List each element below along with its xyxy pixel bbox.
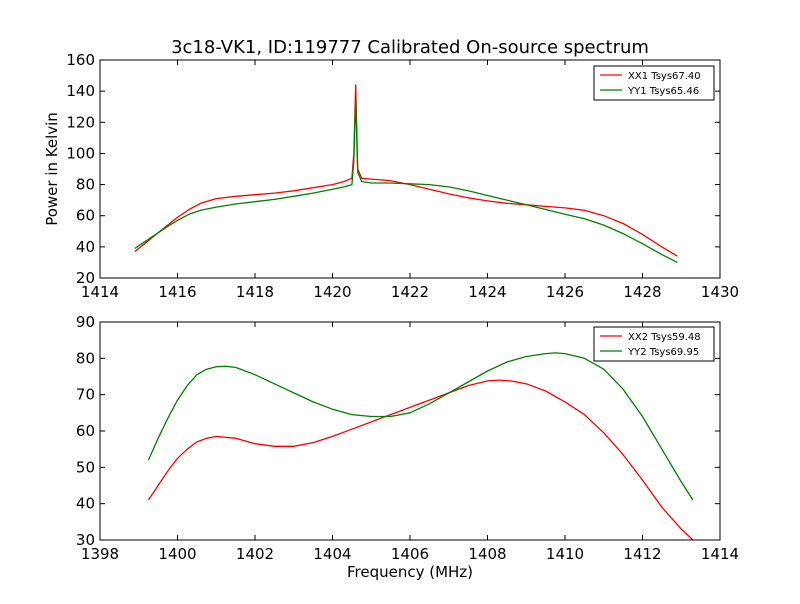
- y-tick-label: 120: [66, 113, 95, 131]
- x-tick-label: 1408: [468, 545, 506, 563]
- x-tick-label: 1424: [468, 283, 506, 301]
- x-tick-label: 1414: [81, 283, 119, 301]
- y-tick-label: 20: [76, 269, 95, 287]
- y-tick-label: 80: [76, 349, 95, 367]
- x-tick-label: 1416: [158, 283, 196, 301]
- series-line-0-0: [134, 84, 678, 257]
- y-tick-label: 80: [76, 176, 95, 194]
- series-line-1-0: [147, 379, 694, 541]
- x-axis-label: Frequency (MHz): [347, 563, 473, 581]
- legend-label: YY2 Tsys69.95: [627, 347, 699, 358]
- y-tick-label: 160: [66, 51, 95, 69]
- y-tick-label: 40: [76, 495, 95, 513]
- y-tick-label: 100: [66, 144, 95, 162]
- x-tick-label: 1420: [313, 283, 351, 301]
- y-tick-label: 50: [76, 458, 95, 476]
- legend-label: YY1 Tsys65.46: [627, 86, 699, 97]
- x-tick-label: 1418: [236, 283, 274, 301]
- x-tick-label: 1414: [701, 545, 739, 563]
- x-tick-label: 1412: [623, 545, 661, 563]
- y-tick-label: 70: [76, 386, 95, 404]
- x-tick-label: 1422: [391, 283, 429, 301]
- x-tick-label: 1426: [546, 283, 584, 301]
- x-tick-label: 1398: [81, 545, 119, 563]
- axes-top: 1414 1416 1418 1420 1422 1424 1426 1428 1430 20 40…: [43, 51, 739, 301]
- y-tick-label: 140: [66, 82, 95, 100]
- y-tick-label: 60: [76, 422, 95, 440]
- x-tick-label: 1406: [391, 545, 429, 563]
- x-tick-label: 1404: [313, 545, 351, 563]
- legend-box: [593, 65, 715, 101]
- chart-title: 3c18-VK1, ID:119777 Calibrated On-source…: [171, 37, 649, 58]
- y-tick-label: 90: [76, 313, 95, 331]
- x-tick-label: 1428: [623, 283, 661, 301]
- series-line-0-1: [134, 98, 678, 263]
- axes-bottom: 1398 1400 1402 1404 1406 1408 1410 1412 1414 30 40…: [76, 313, 739, 581]
- y-tick-label: 40: [76, 238, 95, 256]
- x-tick-label: 1430: [701, 283, 739, 301]
- x-tick-label: 1400: [158, 545, 196, 563]
- y-axis-label: Power in Kelvin: [43, 112, 61, 226]
- y-tick-label: 30: [76, 531, 95, 549]
- y-tick-label: 60: [76, 207, 95, 225]
- legend-label: XX2 Tsys59.48: [628, 332, 701, 343]
- legend-box: [593, 326, 715, 362]
- x-tick-label: 1402: [236, 545, 274, 563]
- x-tick-label: 1410: [546, 545, 584, 563]
- legend-label: XX1 Tsys67.40: [628, 71, 701, 82]
- series-line-1-1: [147, 352, 694, 501]
